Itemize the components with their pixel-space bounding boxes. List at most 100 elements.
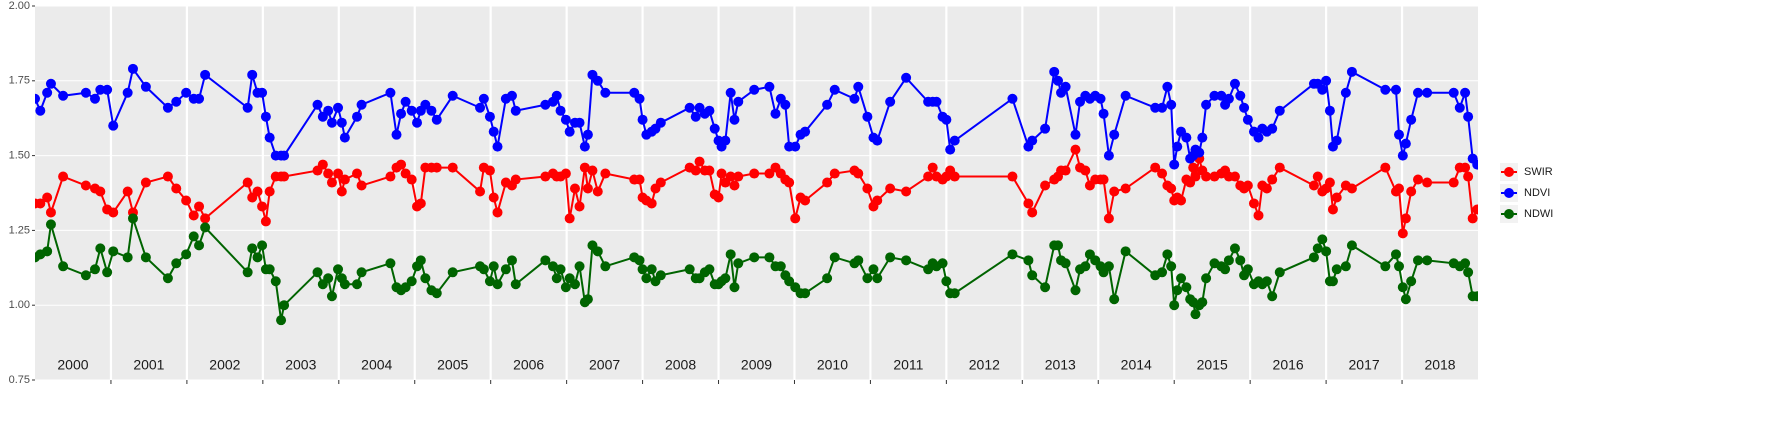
data-point: [252, 252, 263, 263]
data-point: [127, 63, 138, 74]
data-point: [492, 141, 503, 152]
data-point: [415, 255, 426, 266]
data-point: [1007, 171, 1018, 182]
data-point: [323, 105, 334, 116]
data-point: [488, 126, 499, 137]
data-point: [385, 258, 396, 269]
data-point: [1327, 276, 1338, 287]
data-point: [1023, 198, 1034, 209]
data-point: [941, 114, 952, 125]
data-point: [579, 141, 590, 152]
data-point: [279, 171, 290, 182]
data-point: [352, 168, 363, 179]
data-point: [1324, 177, 1335, 188]
data-point: [764, 81, 775, 92]
data-point: [420, 273, 431, 284]
data-point: [949, 171, 960, 182]
data-point: [396, 108, 407, 119]
data-point: [326, 117, 337, 128]
data-point: [1422, 87, 1433, 98]
data-point: [931, 96, 942, 107]
data-point: [1007, 93, 1018, 104]
data-point: [1400, 213, 1411, 224]
data-point: [569, 279, 580, 290]
data-point: [1027, 207, 1038, 218]
data-point: [1397, 150, 1408, 161]
data-point: [1340, 87, 1351, 98]
data-point: [1109, 129, 1120, 140]
data-point: [690, 165, 701, 176]
data-point: [1321, 75, 1332, 86]
data-point: [352, 111, 363, 122]
data-point: [431, 162, 442, 173]
data-point: [1027, 270, 1038, 281]
data-point: [1390, 249, 1401, 260]
data-point: [162, 273, 173, 284]
data-point: [749, 168, 760, 179]
data-point: [1274, 162, 1285, 173]
data-point: [1109, 294, 1120, 305]
year-label: 2010: [817, 357, 848, 373]
data-point: [102, 267, 113, 278]
data-point: [592, 186, 603, 197]
data-point: [1472, 291, 1478, 302]
data-point: [1242, 264, 1253, 275]
data-point: [257, 87, 268, 98]
data-point: [729, 180, 740, 191]
data-point: [1181, 282, 1192, 293]
data-point: [431, 288, 442, 299]
data-point: [690, 111, 701, 122]
data-point: [89, 93, 100, 104]
data-point: [1053, 75, 1064, 86]
data-point: [447, 162, 458, 173]
data-point: [704, 264, 715, 275]
data-point: [1460, 87, 1471, 98]
data-point: [592, 75, 603, 86]
data-point: [1267, 123, 1278, 134]
data-point: [829, 84, 840, 95]
data-point: [733, 96, 744, 107]
data-point: [140, 177, 151, 188]
plot-area: [35, 63, 1478, 326]
data-point: [853, 81, 864, 92]
data-point: [720, 135, 731, 146]
data-point: [749, 252, 760, 263]
data-point: [1467, 213, 1478, 224]
data-point: [264, 264, 275, 275]
data-point: [555, 264, 566, 275]
data-point: [333, 102, 344, 113]
data-point: [720, 273, 731, 284]
data-point: [574, 117, 585, 128]
data-point: [1120, 246, 1131, 257]
data-point: [1422, 255, 1433, 266]
data-point: [1223, 255, 1234, 266]
data-point: [1162, 249, 1173, 260]
data-point: [733, 258, 744, 269]
data-point: [356, 99, 367, 110]
data-point: [171, 96, 182, 107]
data-point: [1253, 210, 1264, 221]
data-point: [1053, 240, 1064, 251]
data-point: [1190, 309, 1201, 320]
data-point: [885, 252, 896, 263]
data-point: [270, 276, 281, 287]
data-point: [1162, 81, 1173, 92]
year-label: 2005: [437, 357, 468, 373]
data-point: [323, 273, 334, 284]
data-point: [868, 264, 879, 275]
data-point: [1413, 255, 1424, 266]
data-point: [140, 81, 151, 92]
data-point: [822, 99, 833, 110]
data-point: [849, 93, 860, 104]
data-point: [80, 180, 91, 191]
data-point: [1190, 171, 1201, 182]
data-point: [140, 252, 151, 263]
data-point: [1049, 66, 1060, 77]
data-point: [1400, 138, 1411, 149]
data-point: [108, 120, 119, 131]
data-point: [1095, 93, 1106, 104]
data-point: [478, 264, 489, 275]
y-tick-label: 0.75: [9, 374, 30, 386]
